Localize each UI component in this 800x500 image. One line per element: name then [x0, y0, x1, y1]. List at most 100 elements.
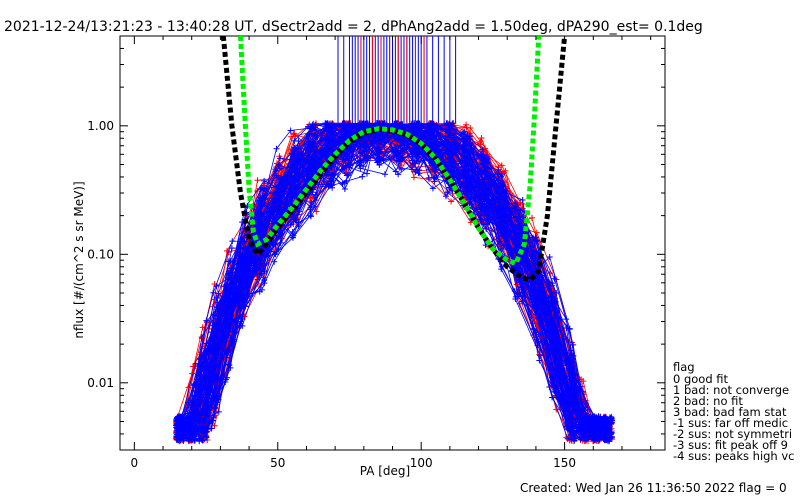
profile-marker: [212, 357, 219, 364]
profile-marker: [329, 121, 336, 128]
profile-marker: [530, 325, 537, 332]
profile-marker: [287, 127, 294, 134]
profile-marker: [343, 178, 350, 185]
profile-marker: [201, 387, 208, 394]
profile-marker: [582, 437, 589, 444]
y-tick-label: 0.10: [87, 247, 114, 261]
profile-marker: [186, 436, 193, 443]
profile-marker: [468, 201, 475, 208]
profile-marker: [213, 283, 220, 290]
profile-marker: [495, 210, 502, 217]
profile-marker: [312, 153, 319, 160]
profile-marker: [327, 178, 334, 185]
profile-marker: [201, 428, 208, 435]
profile-marker: [396, 152, 403, 159]
profile-marker: [212, 363, 219, 370]
x-tick-label: 50: [270, 456, 285, 470]
profile-marker: [498, 266, 505, 273]
profile-marker: [552, 389, 559, 396]
profile-marker: [224, 374, 231, 381]
profile-marker: [357, 165, 364, 172]
profile-marker: [446, 184, 453, 191]
profile-marker: [479, 161, 486, 168]
profile-marker: [255, 221, 262, 228]
profile-marker: [292, 133, 299, 140]
profile-marker: [519, 284, 526, 291]
profile-marker: [428, 136, 435, 143]
profile-marker: [531, 262, 538, 269]
profile-marker: [546, 253, 553, 260]
profile-marker: [180, 422, 187, 429]
profile-marker: [496, 184, 503, 191]
profile-marker: [343, 134, 350, 141]
profile-marker: [512, 293, 519, 300]
profile-marker: [288, 186, 295, 193]
profile-marker: [341, 126, 348, 133]
profile-marker: [196, 438, 203, 445]
profile-marker: [464, 131, 471, 138]
profile-marker: [463, 194, 470, 201]
profile-marker: [277, 182, 284, 189]
profile-marker: [173, 417, 180, 424]
profile-marker: [236, 261, 243, 268]
profile-marker: [464, 167, 471, 174]
profile-marker: [479, 204, 486, 211]
profile-line: [180, 124, 610, 441]
profile-marker: [292, 217, 299, 224]
profile-marker: [200, 415, 207, 422]
profile-marker: [478, 152, 485, 159]
legend-entry: 0 good fit: [673, 372, 729, 386]
profile-marker: [345, 120, 352, 127]
profile-marker: [551, 344, 558, 351]
profile-marker: [229, 238, 236, 245]
profile-marker: [295, 151, 302, 158]
profile-marker: [376, 162, 383, 169]
profile-marker: [312, 132, 319, 139]
profile-marker: [229, 280, 236, 287]
profile-marker: [306, 198, 313, 205]
profile-marker: [358, 159, 365, 166]
profile-marker: [210, 395, 217, 402]
profile-line: [181, 123, 610, 431]
profile-marker: [603, 420, 610, 427]
profile-marker: [578, 422, 585, 429]
profile-marker: [225, 270, 232, 277]
profile-marker: [515, 241, 522, 248]
profile-marker: [364, 138, 371, 145]
profile-marker: [445, 162, 452, 169]
profile-marker: [415, 169, 422, 176]
profile-marker: [196, 419, 203, 426]
profile-marker: [342, 147, 349, 154]
profile-marker: [477, 218, 484, 225]
profile-marker: [463, 140, 470, 147]
profile-marker: [448, 198, 455, 205]
profile-marker: [517, 207, 524, 214]
profile-marker: [549, 394, 556, 401]
profile-marker: [494, 222, 501, 229]
profile-marker: [225, 323, 232, 330]
profile-marker: [477, 138, 484, 145]
profile-marker: [563, 325, 570, 332]
profile-marker: [430, 141, 437, 148]
profile-marker: [461, 155, 468, 162]
profile-marker: [551, 275, 558, 282]
profile-marker: [479, 146, 486, 153]
profile-marker: [326, 183, 333, 190]
profile-marker: [547, 341, 554, 348]
profile-marker: [328, 163, 335, 170]
profile-marker: [227, 257, 234, 264]
profile-marker: [530, 289, 537, 296]
profile-marker: [187, 427, 194, 434]
profile-marker: [498, 173, 505, 180]
profile-marker: [238, 253, 245, 260]
legend-entry: -3 sus: fit peak off 9: [673, 438, 788, 452]
profile-marker: [241, 272, 248, 279]
profile-marker: [287, 180, 294, 187]
profile-marker: [324, 145, 331, 152]
footer-text: Created: Wed Jan 26 11:36:50 2022 flag =…: [520, 481, 787, 495]
profile-marker: [592, 436, 599, 443]
profile-marker: [396, 165, 403, 172]
profile-marker: [399, 154, 406, 161]
profile-line: [183, 125, 607, 441]
